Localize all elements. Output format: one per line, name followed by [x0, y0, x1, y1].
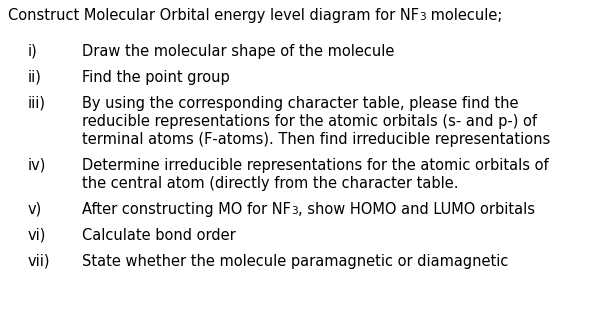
- Text: 3: 3: [419, 11, 426, 22]
- Text: the central atom (directly from the character table.: the central atom (directly from the char…: [82, 176, 458, 191]
- Text: Construct Molecular Orbital energy level diagram for NF: Construct Molecular Orbital energy level…: [8, 8, 419, 23]
- Text: vii): vii): [28, 254, 50, 269]
- Text: By using the corresponding character table, please find the: By using the corresponding character tab…: [82, 96, 518, 111]
- Text: vi): vi): [28, 228, 46, 243]
- Text: ii): ii): [28, 70, 42, 85]
- Text: State whether the molecule paramagnetic or diamagnetic: State whether the molecule paramagnetic …: [82, 254, 509, 269]
- Text: v): v): [28, 202, 42, 217]
- Text: iv): iv): [28, 158, 46, 173]
- Text: reducible representations for the atomic orbitals (s- and p-) of: reducible representations for the atomic…: [82, 114, 537, 129]
- Text: iii): iii): [28, 96, 46, 111]
- Text: After constructing MO for NF: After constructing MO for NF: [82, 202, 291, 217]
- Text: terminal atoms (F-atoms). Then find irreducible representations: terminal atoms (F-atoms). Then find irre…: [82, 132, 551, 147]
- Text: molecule;: molecule;: [426, 8, 502, 23]
- Text: i): i): [28, 44, 38, 59]
- Text: , show HOMO and LUMO orbitals: , show HOMO and LUMO orbitals: [297, 202, 535, 217]
- Text: Calculate bond order: Calculate bond order: [82, 228, 236, 243]
- Text: 3: 3: [291, 205, 297, 215]
- Text: Draw the molecular shape of the molecule: Draw the molecular shape of the molecule: [82, 44, 395, 59]
- Text: Find the point group: Find the point group: [82, 70, 230, 85]
- Text: Determine irreducible representations for the atomic orbitals of: Determine irreducible representations fo…: [82, 158, 549, 173]
